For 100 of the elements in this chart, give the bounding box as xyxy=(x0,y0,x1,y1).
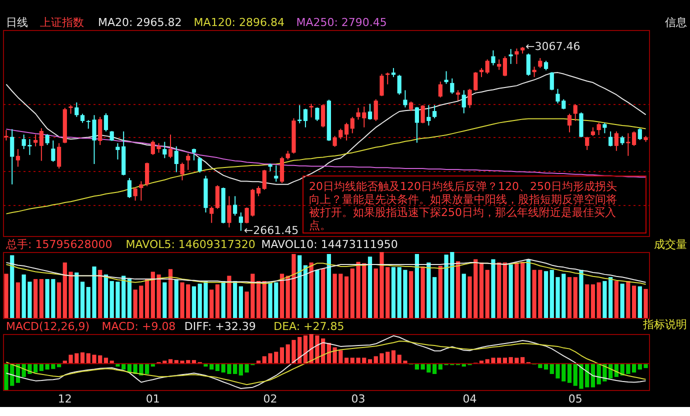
candlestick xyxy=(321,104,326,128)
candlestick xyxy=(538,58,542,69)
candlestick xyxy=(438,81,442,98)
bar xyxy=(162,282,167,318)
bar xyxy=(514,262,519,318)
x-tick-label: 12 xyxy=(58,392,72,406)
candlestick xyxy=(303,108,308,128)
candlestick xyxy=(514,48,519,64)
bar xyxy=(485,270,490,318)
bar xyxy=(144,279,150,318)
candlestick xyxy=(614,130,618,152)
candlestick xyxy=(585,136,590,150)
candlestick xyxy=(74,102,79,118)
bar xyxy=(10,255,14,318)
candlestick xyxy=(344,122,349,141)
bar xyxy=(174,279,178,318)
candlestick xyxy=(98,116,102,146)
bar xyxy=(315,270,320,318)
candlestick xyxy=(368,103,372,120)
candlestick xyxy=(315,106,320,122)
candlestick xyxy=(579,112,584,138)
candlestick xyxy=(298,104,302,124)
candlestick xyxy=(45,134,50,146)
chart-title: 日线 xyxy=(6,16,28,29)
candlestick xyxy=(16,148,20,168)
candlestick xyxy=(332,135,337,148)
candlestick xyxy=(80,113,85,124)
bar xyxy=(74,272,79,318)
bar xyxy=(256,281,261,318)
bar xyxy=(620,284,624,318)
bar xyxy=(344,276,349,318)
candlestick xyxy=(168,134,173,159)
bar xyxy=(626,281,630,318)
bar xyxy=(508,264,513,318)
candlestick xyxy=(491,50,496,66)
bar xyxy=(432,364,437,374)
bar xyxy=(590,284,596,318)
annotation: ←3067.46 xyxy=(526,40,580,53)
candlestick xyxy=(474,72,478,92)
candlestick xyxy=(338,128,343,140)
bar xyxy=(238,286,243,318)
bar xyxy=(309,262,314,318)
bar xyxy=(426,262,431,318)
text: MA120: 2896.84 xyxy=(194,16,285,29)
candlestick xyxy=(550,72,554,91)
bar xyxy=(585,284,590,318)
candlestick xyxy=(462,90,466,114)
candlestick xyxy=(186,153,190,170)
candlestick xyxy=(233,196,238,216)
x-tick-label: 04 xyxy=(462,392,477,406)
bar xyxy=(16,282,20,318)
bar xyxy=(215,284,220,318)
bar xyxy=(590,364,596,388)
bar xyxy=(56,282,62,318)
series-label: 总手: 15795628000 xyxy=(5,238,112,251)
candlestick xyxy=(133,187,138,202)
bar xyxy=(280,274,284,318)
bar xyxy=(298,255,302,318)
text: MAVOL5: 14609317320 xyxy=(126,238,256,251)
candlestick xyxy=(573,104,578,122)
candlestick xyxy=(602,122,607,134)
bar xyxy=(409,271,414,318)
candlestick xyxy=(56,142,62,170)
bar xyxy=(479,262,484,318)
candlestick xyxy=(127,178,132,198)
candlestick xyxy=(608,130,613,147)
candlestick xyxy=(450,78,454,94)
annotation: ←2661.45 xyxy=(244,224,299,237)
series-label: DEA: +27.85 xyxy=(274,320,344,333)
bar xyxy=(632,364,636,373)
bar xyxy=(432,277,437,318)
bar xyxy=(368,256,372,318)
candlestick xyxy=(238,212,243,232)
bar xyxy=(497,262,502,318)
candlestick xyxy=(110,130,114,142)
candlestick xyxy=(280,156,284,184)
candlestick xyxy=(210,206,214,224)
bar xyxy=(614,281,618,318)
candlestick xyxy=(420,104,425,124)
bar xyxy=(391,350,396,364)
bar xyxy=(632,286,636,318)
candlestick xyxy=(198,156,202,174)
bar xyxy=(344,358,349,364)
candlestick xyxy=(262,169,266,190)
candlestick xyxy=(409,101,414,112)
bar xyxy=(520,357,525,364)
candlestick xyxy=(444,70,448,84)
candlestick xyxy=(350,116,354,134)
bar xyxy=(544,271,548,318)
bar xyxy=(573,277,578,318)
candlestick xyxy=(139,180,144,202)
candlestick xyxy=(380,73,384,97)
bar xyxy=(303,265,308,318)
candlestick xyxy=(227,196,232,228)
bar xyxy=(4,274,8,318)
bar xyxy=(579,270,584,318)
bar xyxy=(326,254,331,318)
annotation: 指标说明 xyxy=(642,318,687,331)
bar xyxy=(567,277,572,318)
candlestick xyxy=(374,98,378,122)
